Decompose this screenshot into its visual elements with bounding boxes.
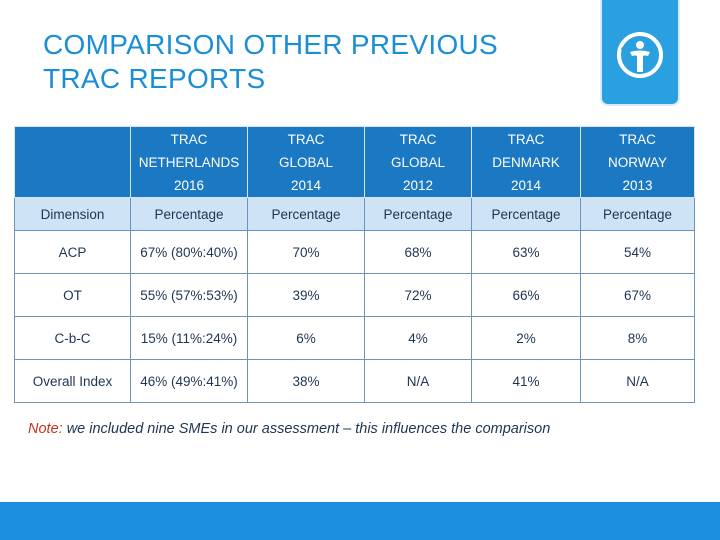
header-line: TRAC	[507, 131, 545, 147]
logo	[602, 0, 678, 104]
header-cell-norway-2013: TRAC NORWAY 2013	[580, 126, 695, 198]
header-line: NORWAY	[607, 154, 667, 170]
header-cell-global-2014: TRAC GLOBAL 2014	[247, 126, 365, 198]
table-cell: 2%	[471, 316, 581, 360]
subheader-cell: Percentage	[364, 197, 472, 231]
subheader-cell: Dimension	[14, 197, 131, 231]
note-body: we included nine SMEs in our assessment …	[62, 421, 551, 437]
subheader-cell: Percentage	[130, 197, 248, 231]
table-cell: 41%	[471, 359, 581, 403]
table-cell: 67% (80%:40%)	[130, 230, 248, 274]
table-cell: 46% (49%:41%)	[130, 359, 248, 403]
header-line: 2012	[402, 177, 434, 193]
title-line-1: COMPARISON OTHER PREVIOUS	[43, 29, 499, 60]
table-row: C-b-C 15% (11%:24%) 6% 4% 2% 8%	[14, 316, 695, 360]
header-cell-empty	[14, 126, 131, 198]
table-cell: 39%	[247, 273, 365, 317]
header-line: 2014	[290, 177, 322, 193]
table-row: OT 55% (57%:53%) 39% 72% 66% 67%	[14, 273, 695, 317]
comparison-table: TRAC NETHERLANDS 2016 TRAC GLOBAL 2014 T…	[14, 126, 695, 403]
header-line: GLOBAL	[390, 154, 446, 170]
table-cell: 55% (57%:53%)	[130, 273, 248, 317]
header-line: 2016	[173, 177, 205, 193]
header-line: 2014	[510, 177, 542, 193]
table-cell: 72%	[364, 273, 472, 317]
slide-title: COMPARISON OTHER PREVIOUS TRAC REPORTS	[43, 28, 583, 96]
header-line: GLOBAL	[278, 154, 334, 170]
row-label: ACP	[14, 230, 131, 274]
header-line: DENMARK	[492, 154, 560, 170]
table-cell: 68%	[364, 230, 472, 274]
header-line: NETHERLANDS	[138, 154, 240, 170]
title-line-2: TRAC REPORTS	[43, 63, 266, 94]
table-cell: 8%	[580, 316, 695, 360]
comparison-table-wrapper: TRAC NETHERLANDS 2016 TRAC GLOBAL 2014 T…	[14, 126, 695, 403]
header-cell-global-2012: TRAC GLOBAL 2012	[364, 126, 472, 198]
header-line: TRAC	[619, 131, 656, 147]
row-label: C-b-C	[14, 316, 131, 360]
table-cell: 15% (11%:24%)	[130, 316, 248, 360]
subheader-cell: Percentage	[247, 197, 365, 231]
header-cell-denmark-2014: TRAC DENMARK 2014	[471, 126, 581, 198]
table-header-row: TRAC NETHERLANDS 2016 TRAC GLOBAL 2014 T…	[14, 126, 695, 198]
header-cell-netherlands-2016: TRAC NETHERLANDS 2016	[130, 126, 248, 198]
table-cell: 6%	[247, 316, 365, 360]
footer-bar	[0, 502, 720, 540]
table-cell: 54%	[580, 230, 695, 274]
table-cell: N/A	[580, 359, 695, 403]
row-label: Overall Index	[14, 359, 131, 403]
table-cell: 4%	[364, 316, 472, 360]
row-label: OT	[14, 273, 131, 317]
transparency-international-logo-icon	[617, 32, 663, 78]
table-cell: 66%	[471, 273, 581, 317]
note-label: Note:	[28, 421, 63, 437]
subheader-cell: Percentage	[580, 197, 695, 231]
table-subheader-row: Dimension Percentage Percentage Percenta…	[14, 197, 695, 231]
header-line: TRAC	[170, 131, 208, 147]
header-line: TRAC	[399, 131, 437, 147]
header-line: 2013	[622, 177, 653, 193]
table-cell: 63%	[471, 230, 581, 274]
header-line: TRAC	[287, 131, 325, 147]
table-cell: 67%	[580, 273, 695, 317]
note-text: Note: we included nine SMEs in our asses…	[28, 421, 688, 437]
table-cell: 70%	[247, 230, 365, 274]
subheader-cell: Percentage	[471, 197, 581, 231]
table-row: ACP 67% (80%:40%) 70% 68% 63% 54%	[14, 230, 695, 274]
table-cell: N/A	[364, 359, 472, 403]
table-cell: 38%	[247, 359, 365, 403]
table-row: Overall Index 46% (49%:41%) 38% N/A 41% …	[14, 359, 695, 403]
